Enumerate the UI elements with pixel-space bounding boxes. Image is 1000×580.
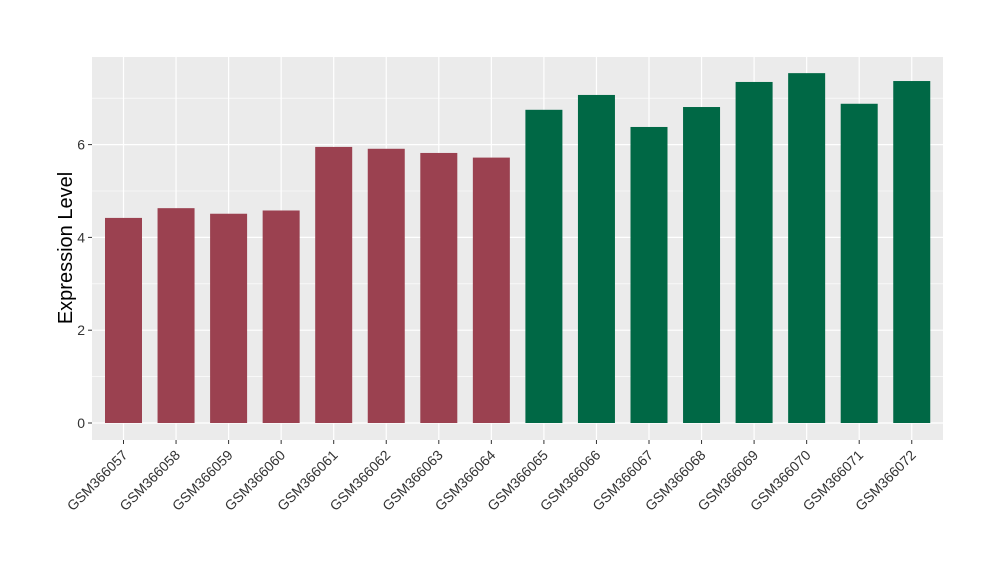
bar-GSM366061 xyxy=(315,146,353,424)
bar-GSM366060 xyxy=(262,210,300,423)
bar-GSM366071 xyxy=(840,103,878,423)
bar-GSM366068 xyxy=(683,107,721,424)
bar-GSM366057 xyxy=(105,217,142,423)
bar-GSM366062 xyxy=(367,148,405,423)
bar-GSM366059 xyxy=(210,213,248,423)
y-axis: 0 2 4 6 xyxy=(77,137,92,431)
bar-GSM366066 xyxy=(577,94,615,424)
bar-GSM366070 xyxy=(788,73,826,424)
y-tick-label: 2 xyxy=(77,322,85,338)
bar-GSM366063 xyxy=(420,152,458,423)
y-axis-title: Expression Level xyxy=(55,172,77,324)
bar-GSM366065 xyxy=(525,109,563,424)
bar-GSM366069 xyxy=(735,81,773,424)
bar-GSM366072 xyxy=(893,81,931,424)
y-tick-label: 4 xyxy=(77,229,85,245)
bars xyxy=(105,73,931,424)
x-axis: GSM366057GSM366058GSM366059GSM366060GSM3… xyxy=(64,440,919,514)
y-tick-label: 0 xyxy=(77,415,85,431)
bar-GSM366064 xyxy=(472,157,510,424)
bar-GSM366058 xyxy=(157,208,195,423)
bar-GSM366067 xyxy=(630,126,668,423)
y-tick-label: 6 xyxy=(77,137,85,153)
